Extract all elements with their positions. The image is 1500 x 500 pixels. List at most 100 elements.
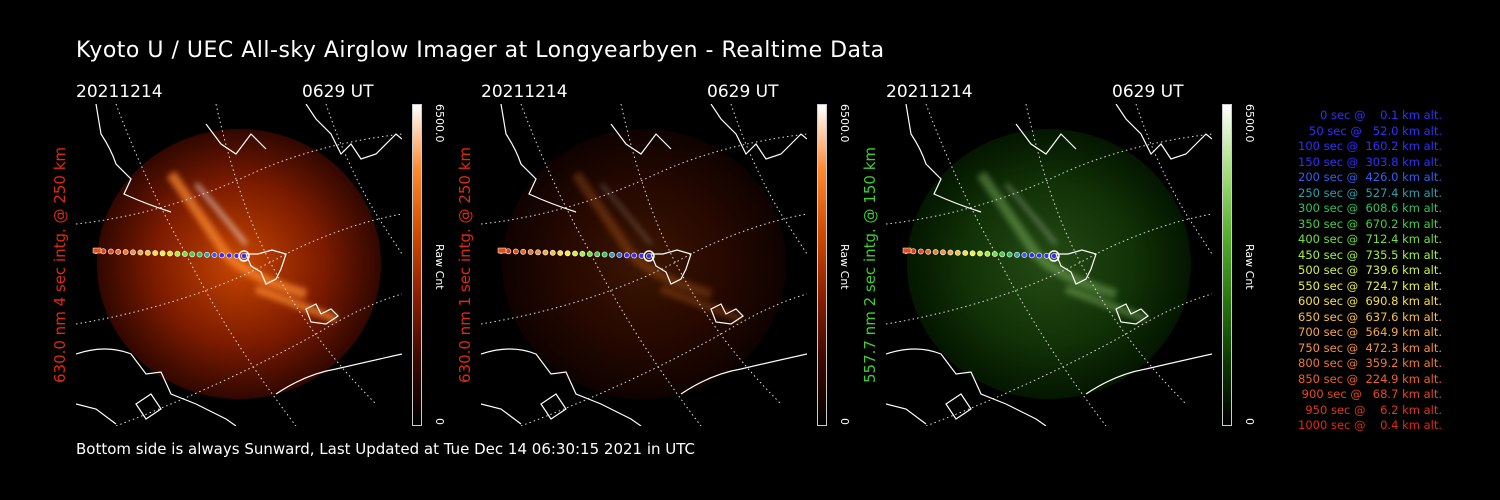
- legend-row: 800 sec @ 359.2 km alt.: [1294, 356, 1442, 370]
- trajectory-point: [572, 250, 578, 257]
- legend-row: 600 sec @ 690.8 km alt.: [1294, 294, 1442, 308]
- trajectory-point: [144, 249, 151, 256]
- station-marker: [238, 250, 250, 262]
- trajectory-legend: 0 sec @ 0.1 km alt. 50 sec @ 52.0 km alt…: [1262, 108, 1442, 434]
- trajectory-point: [1014, 251, 1020, 258]
- trajectory-point: [925, 248, 932, 255]
- trajectory-point: [505, 248, 512, 255]
- legend-row: 450 sec @ 735.5 km alt.: [1294, 247, 1442, 262]
- trajectory-point: [1006, 251, 1013, 258]
- trajectory-end-marker: [902, 247, 912, 254]
- panel-date: 20211214: [76, 82, 163, 102]
- trajectory-point: [557, 250, 564, 256]
- coastline: [481, 104, 807, 426]
- trajectory-point: [189, 251, 196, 258]
- trajectory-point: [991, 251, 998, 257]
- trajectory-point: [954, 249, 961, 256]
- coastline: [886, 104, 1212, 426]
- trajectory-point: [527, 249, 534, 255]
- trajectory-point: [646, 253, 652, 259]
- trajectory-end-marker: [92, 247, 102, 254]
- trajectory-point: [100, 248, 107, 255]
- panel-557-2sec: 20211214 0629 UT 557.7 nm 2 sec intg. @ …: [861, 80, 1286, 430]
- legend-row: 850 sec @ 224.9 km alt.: [1294, 371, 1442, 386]
- panel-ylabel: 557.7 nm 2 sec intg. @ 150 km: [861, 146, 879, 384]
- trajectory-point: [564, 250, 571, 257]
- trajectory-point: [609, 251, 615, 258]
- trajectory-point: [512, 248, 519, 255]
- page-title: Kyoto U / UEC All-sky Airglow Imager at …: [76, 38, 885, 63]
- trajectory-point: [586, 251, 593, 257]
- geo-grid: [481, 104, 807, 426]
- panel-ylabel: 630.0 nm 1 sec intg. @ 250 km: [456, 146, 474, 384]
- trajectory-point: [932, 249, 939, 255]
- trajectory-point: [1051, 253, 1057, 259]
- legend-row: 550 sec @ 724.7 km alt.: [1294, 278, 1442, 293]
- legend-row: 700 sec @ 564.9 km alt.: [1294, 325, 1442, 339]
- trajectory: [497, 247, 655, 262]
- panel-630-4sec: 20211214 0629 UT 630.0 nm 4 sec intg. @ …: [51, 80, 476, 430]
- trajectory-point: [152, 250, 159, 256]
- trajectory-point: [542, 249, 549, 256]
- trajectory: [902, 247, 1060, 262]
- panel-time: 0629 UT: [302, 82, 374, 102]
- trajectory-point: [579, 250, 586, 257]
- trajectory-point: [167, 250, 173, 257]
- panel-date: 20211214: [886, 82, 973, 102]
- legend-row: 0 sec @ 0.1 km alt.: [1309, 108, 1442, 122]
- panel-time: 0629 UT: [1112, 82, 1184, 102]
- trajectory-point: [631, 252, 638, 259]
- legend-row: 750 sec @ 472.3 km alt.: [1294, 340, 1442, 355]
- colorbar: [412, 104, 422, 426]
- trajectory-point: [999, 251, 1006, 258]
- legend-row: 900 sec @ 68.7 km alt.: [1298, 387, 1442, 401]
- trajectory-point: [969, 250, 976, 257]
- trajectory-point: [1028, 252, 1035, 259]
- trajectory-point: [115, 248, 122, 255]
- trajectory: [92, 247, 250, 262]
- legend-row: 300 sec @ 608.6 km alt.: [1294, 201, 1442, 215]
- colorbar-min: 0: [838, 418, 851, 425]
- station-marker: [1048, 250, 1060, 262]
- trajectory-point: [1021, 252, 1028, 258]
- footer-note: Bottom side is always Sunward, Last Upda…: [76, 440, 696, 458]
- station-marker: [643, 250, 655, 262]
- trajectory-point: [947, 249, 954, 256]
- colorbar: [1222, 104, 1232, 426]
- legend-row: 950 sec @ 6.2 km alt.: [1301, 402, 1442, 417]
- trajectory-point: [977, 250, 983, 257]
- panel-time: 0629 UT: [707, 82, 779, 102]
- airglow-map: [886, 104, 1212, 426]
- legend-row: 1000 sec @ 0.4 km alt.: [1298, 418, 1442, 432]
- panel-ylabel: 630.0 nm 4 sec intg. @ 250 km: [51, 146, 69, 384]
- trajectory-point: [204, 251, 210, 258]
- trajectory-point: [211, 252, 218, 258]
- trajectory-point: [917, 248, 924, 255]
- legend-row: 50 sec @ 52.0 km alt.: [1301, 123, 1442, 138]
- trajectory-point: [218, 252, 225, 259]
- airglow-map: [481, 104, 807, 426]
- trajectory-point: [1036, 252, 1043, 259]
- trajectory-point: [962, 250, 969, 256]
- trajectory-point: [181, 251, 188, 257]
- trajectory-point: [594, 251, 601, 258]
- trajectory-point: [984, 250, 991, 257]
- trajectory-point: [226, 252, 233, 259]
- trajectory-point: [130, 249, 136, 256]
- legend-row: 250 sec @ 527.4 km alt.: [1294, 185, 1442, 200]
- trajectory-point: [107, 248, 114, 255]
- trajectory-point: [122, 249, 129, 255]
- colorbar-min: 0: [433, 418, 446, 425]
- trajectory-point: [174, 250, 181, 257]
- legend-row: 650 sec @ 637.6 km alt.: [1294, 309, 1442, 324]
- trajectory-point: [520, 248, 527, 255]
- trajectory-point: [616, 252, 623, 258]
- trajectory-point: [137, 249, 144, 256]
- panel-630-1sec: 20211214 0629 UT 630.0 nm 1 sec intg. @ …: [456, 80, 881, 430]
- legend-row: 400 sec @ 712.4 km alt.: [1294, 232, 1442, 246]
- trajectory-point: [940, 249, 946, 256]
- geo-grid: [76, 104, 402, 426]
- trajectory-point: [196, 251, 203, 258]
- trajectory-point: [549, 249, 556, 256]
- aurora-arc: [571, 171, 743, 323]
